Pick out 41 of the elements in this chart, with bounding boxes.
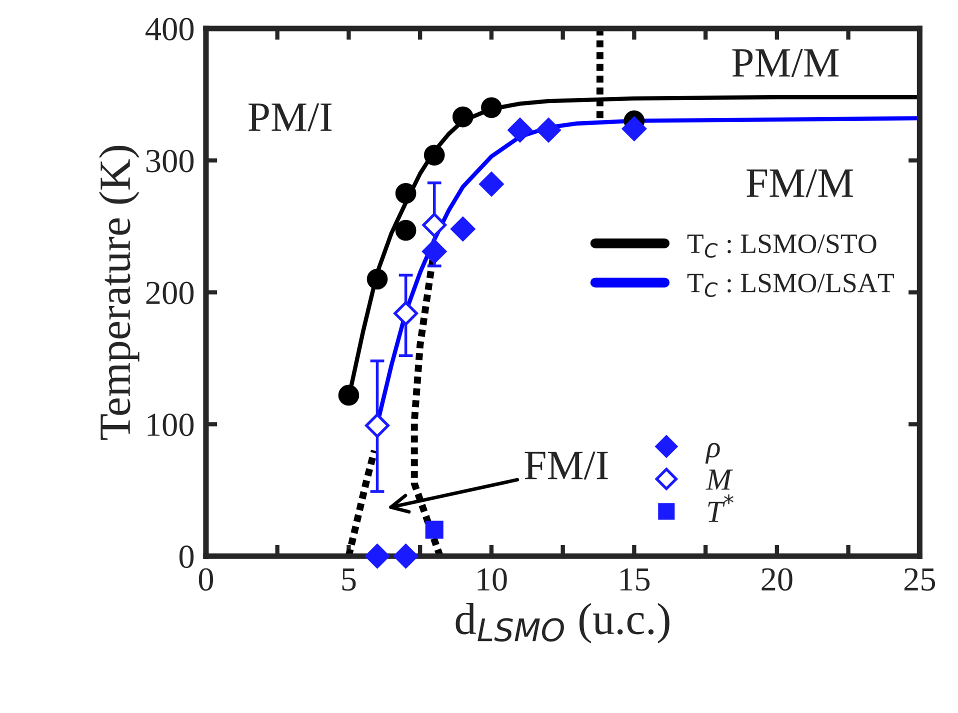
point	[622, 116, 646, 141]
point	[366, 268, 388, 290]
y-axis-title: Temperature (K)	[99, 146, 140, 440]
point	[338, 384, 360, 406]
point	[479, 172, 504, 196]
point	[365, 544, 390, 568]
point	[536, 118, 561, 142]
y-tick-label: 400	[146, 18, 194, 40]
annotation: FM/I	[524, 452, 608, 480]
legend-label: ρ	[705, 442, 720, 464]
point	[394, 544, 418, 568]
annotation: FM/M	[746, 169, 853, 198]
point	[395, 220, 416, 241]
legend-label: T$_{C}$ : LSMO/STO	[687, 234, 876, 258]
y-tick-label: 200	[146, 282, 194, 304]
legend-label: M	[706, 470, 733, 490]
point	[450, 216, 476, 242]
point	[422, 212, 447, 238]
y-tick-label: 100	[148, 414, 194, 436]
legend-label: T$^{*}$	[708, 494, 734, 522]
y-tick-label: 0	[179, 546, 194, 568]
x-axis-title: d$_{LSMO}$ (u.c.)	[456, 603, 670, 644]
point	[425, 520, 444, 539]
y-tick-label: 300	[146, 150, 194, 172]
legend-label: T$_{C}$ : LSMO/LSAT	[687, 274, 894, 297]
point	[424, 144, 445, 166]
point	[508, 118, 532, 142]
x-tick-label: 10	[478, 568, 507, 591]
point	[365, 413, 390, 438]
point	[452, 106, 474, 128]
point	[422, 239, 447, 264]
x-tick-label: 5	[342, 568, 356, 591]
x-tick-label: 0	[198, 568, 214, 591]
x-tick-label: 25	[904, 568, 936, 591]
annotation: PM/I	[248, 103, 332, 132]
x-tick-label: 15	[620, 568, 650, 591]
point	[481, 97, 502, 118]
annotation: PM/M	[732, 49, 839, 77]
x-tick-label: 20	[762, 568, 792, 591]
point	[395, 182, 416, 204]
point	[394, 301, 418, 326]
